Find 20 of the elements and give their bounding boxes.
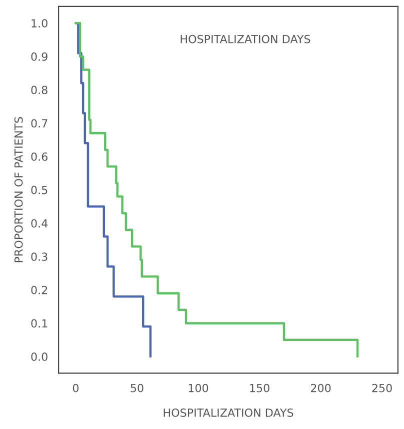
x-axis-title: HOSPITALIZATION DAYS (164, 408, 294, 417)
y-tick-label: 0.8 (31, 86, 48, 94)
y-tick-label: 1.0 (32, 19, 48, 28)
x-tick-label: 150 (250, 384, 270, 392)
y-tick-label: 0.5 (31, 186, 48, 194)
y-axis-title: PROPORTION OF PATIENTS (14, 117, 23, 262)
y-tick-label: 0.2 (31, 286, 48, 294)
y-tick-label: 0.7 (31, 119, 48, 128)
x-tick-label: 250 (372, 384, 392, 392)
x-tick-label: 100 (188, 384, 208, 392)
y-tick-label: 0.4 (31, 219, 48, 228)
x-tick-label: 50 (130, 384, 144, 392)
x-tick-label: 0 (72, 384, 79, 392)
x-tick-label: 200 (310, 384, 331, 392)
y-tick-label: 0.0 (31, 352, 48, 361)
y-tick-label: 0.6 (31, 152, 48, 161)
y-tick-label: 0.3 (31, 252, 48, 261)
y-tick-label: 0.1 (31, 319, 48, 328)
annotation: HOSPITALIZATION DAYS (180, 34, 310, 44)
y-tick-label: 0.9 (31, 52, 48, 61)
